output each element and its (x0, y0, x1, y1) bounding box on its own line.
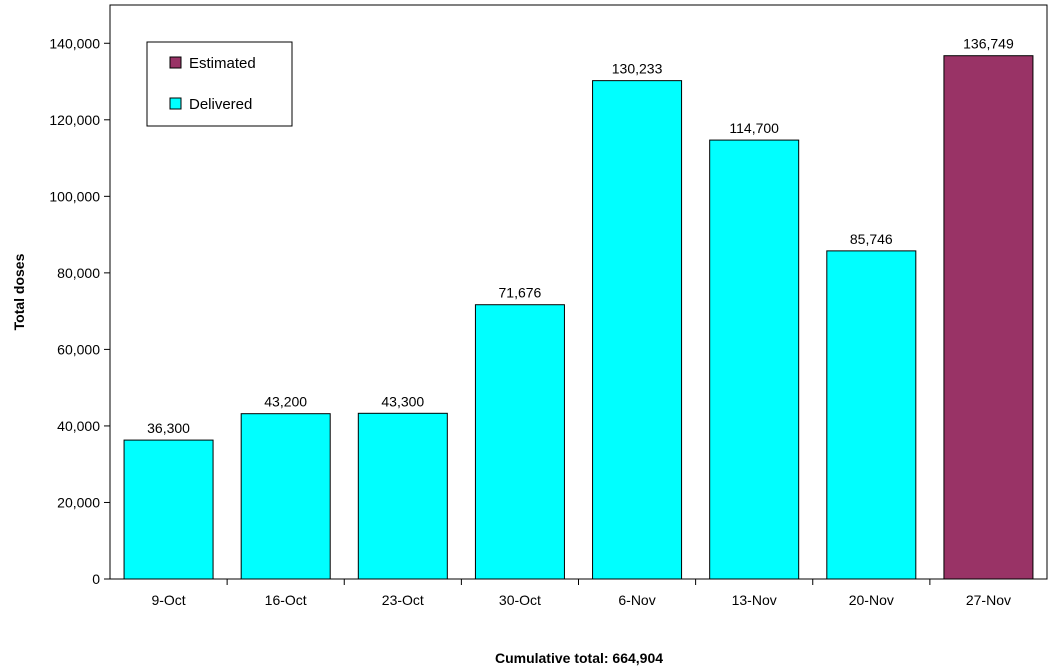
x-tick-label: 13-Nov (732, 592, 777, 608)
y-tick-label: 40,000 (57, 418, 100, 434)
bar-9-oct (123, 439, 214, 580)
y-tick-label: 60,000 (57, 341, 100, 357)
legend-label-estimated: Estimated (189, 55, 256, 72)
data-label: 85,746 (850, 231, 893, 247)
bar-16-oct (240, 413, 331, 580)
x-axis: 9-Oct 16-Oct 23-Oct 30-Oct 6-Nov 13-Nov 20-Nov… (151, 579, 1011, 608)
data-label: 43,200 (264, 394, 307, 410)
data-label: 136,749 (963, 36, 1014, 52)
legend: Estimated Delivered (146, 41, 293, 127)
x-tick-label: 30-Oct (499, 592, 541, 608)
x-tick-label: 16-Oct (265, 592, 307, 608)
cumulative-total-label: Cumulative total: 664,904 (495, 650, 663, 666)
bar-23-oct (357, 412, 448, 580)
x-tick-label: 23-Oct (382, 592, 424, 608)
data-label: 71,676 (499, 285, 542, 301)
y-tick-label: 0 (92, 571, 100, 587)
x-tick-label: 20-Nov (849, 592, 894, 608)
data-label: 130,233 (612, 61, 663, 77)
x-tick-label: 6-Nov (618, 592, 655, 608)
bar-30-oct (474, 304, 565, 580)
y-tick-label: 100,000 (49, 188, 100, 204)
y-axis-title: Total doses (11, 253, 27, 330)
data-label: 36,300 (147, 420, 190, 436)
y-tick-label: 20,000 (57, 494, 100, 510)
y-tick-label: 80,000 (57, 265, 100, 281)
y-axis: 0 20,000 40,000 60,000 80,000 100,000 120,000 1… (49, 35, 110, 587)
data-label: 114,700 (729, 120, 779, 136)
legend-swatch-estimated (169, 56, 182, 69)
bars: 36,300 43,200 43,300 71,676 130,233 114,700 85… (123, 36, 1034, 580)
x-tick-label: 9-Oct (151, 592, 185, 608)
legend-label-delivered: Delivered (189, 96, 252, 113)
legend-box (146, 41, 293, 127)
x-tick-label: 27-Nov (966, 592, 1011, 608)
bar-6-nov (592, 80, 683, 580)
bar-13-nov (709, 139, 800, 580)
legend-swatch-delivered (169, 97, 182, 110)
bar-20-nov (826, 250, 917, 580)
y-tick-label: 120,000 (49, 112, 100, 128)
data-label: 43,300 (381, 393, 424, 409)
y-tick-label: 140,000 (49, 35, 100, 51)
bar-27-nov (943, 55, 1034, 580)
